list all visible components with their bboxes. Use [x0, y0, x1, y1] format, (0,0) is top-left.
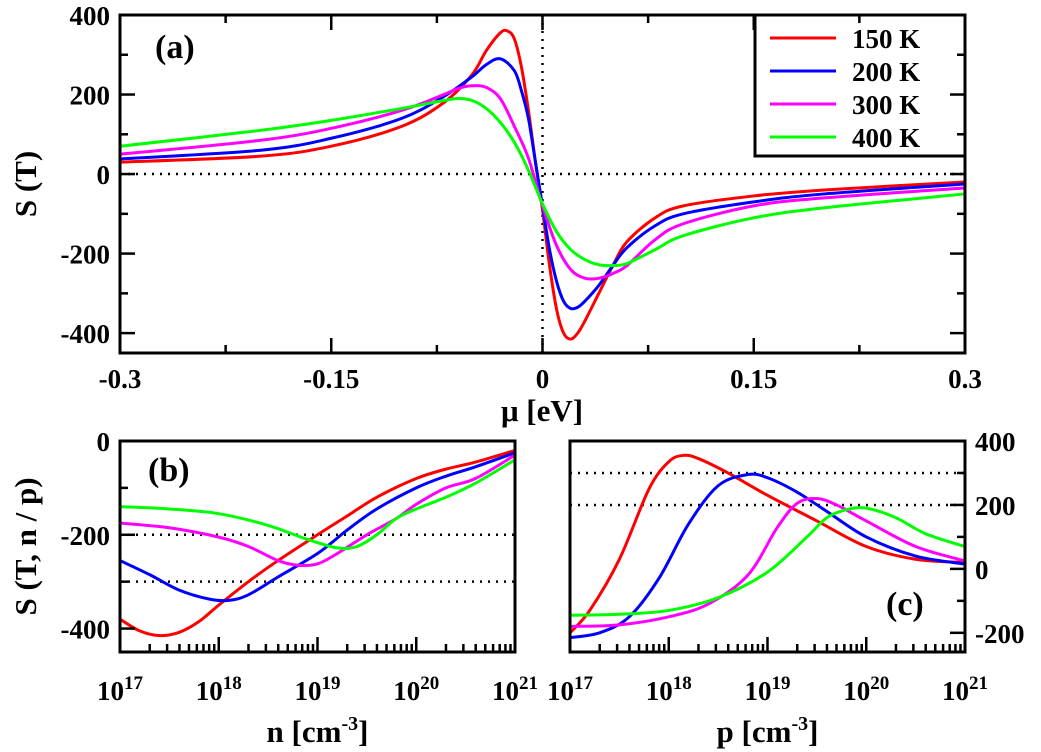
y-tick-label: 200	[70, 81, 111, 111]
x-axis-label: μ [eV]	[501, 393, 583, 428]
y-tick-label: -400	[61, 615, 111, 645]
panel-a: -0.3 -0.15 0 0.15 0.3 -400 -200 0 200 400 μ [eV] S …	[8, 1, 982, 428]
panel-label: (c)	[886, 586, 924, 623]
series-line-400k	[118, 458, 517, 551]
x-tick-label: 1020	[843, 673, 889, 706]
legend-box	[753, 13, 967, 158]
x-tick-label: 1019	[745, 673, 791, 706]
series-line-400k	[118, 97, 967, 268]
x-tick-label: 1021	[942, 673, 988, 706]
series-line-200k	[568, 472, 967, 640]
panel-c: 1017 1018 1019 1020 1021 -200 0 200 400 p [cm-3] (…	[547, 427, 1025, 749]
y-tick-label: -400	[61, 319, 111, 349]
y-tick-label: 400	[975, 427, 1016, 457]
series-line-200k	[118, 57, 967, 311]
panel-label: (a)	[155, 29, 195, 66]
series-line-300k	[568, 496, 967, 628]
y-tick-label: 400	[70, 1, 111, 31]
x-tick-label: 0.15	[730, 364, 777, 394]
series-line-400k	[568, 506, 967, 617]
x-axis-label: n [cm-3]	[267, 713, 369, 749]
y-tick-label: -200	[61, 240, 111, 270]
legend-label: 300 K	[852, 90, 920, 120]
x-tick-label: -0.15	[303, 364, 359, 394]
y-tick-label: -200	[975, 619, 1025, 649]
legend-label: 400 K	[852, 123, 920, 153]
x-tick-label: 1018	[646, 673, 692, 706]
x-tick-label: 1020	[393, 673, 439, 706]
legend-label: 150 K	[852, 24, 920, 54]
x-axis-label: p [cm-3]	[717, 713, 819, 749]
y-tick-label: 0	[97, 160, 111, 190]
y-axis-label: S (T)	[8, 151, 43, 217]
y-axis-label: S (T, n / p)	[8, 477, 43, 615]
x-tick-label: 1019	[295, 673, 341, 706]
x-tick-label: 0.3	[948, 364, 982, 394]
legend-label: 200 K	[852, 57, 920, 87]
x-tick-label: 1017	[97, 673, 144, 706]
x-tick-label: -0.3	[99, 364, 142, 394]
y-tick-label: 0	[975, 555, 989, 585]
y-tick-label: 200	[975, 491, 1016, 521]
y-tick-label: -200	[61, 521, 111, 551]
panel-label: (b)	[148, 452, 190, 489]
x-tick-label: 1017	[547, 673, 594, 706]
x-tick-label: 1021	[492, 673, 538, 706]
x-tick-label: 0	[536, 364, 550, 394]
series-line-300k	[118, 453, 517, 568]
panel-b: 1017 1018 1019 1020 1021 -400 -200 0 n [cm-3] S (…	[8, 427, 538, 749]
x-tick-label: 1018	[196, 673, 242, 706]
series-line-150k	[568, 453, 967, 635]
series-line-300k	[118, 84, 967, 281]
y-tick-label: 0	[97, 427, 111, 457]
